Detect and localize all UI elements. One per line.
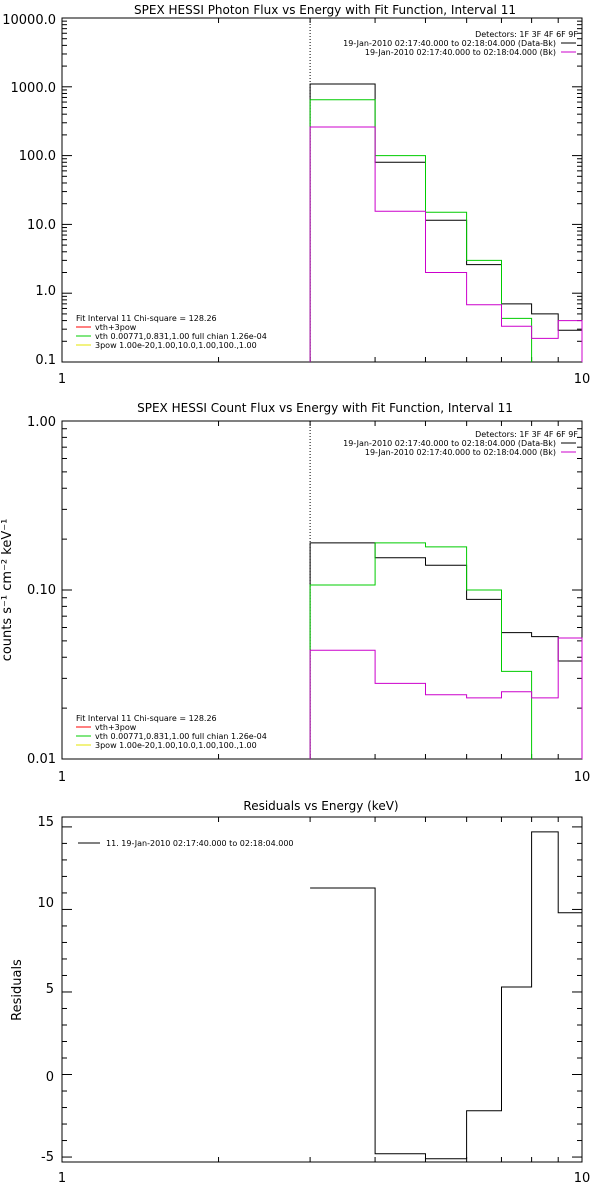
count-flux-series xyxy=(309,542,583,759)
residuals-y-tick-label-4: 15 xyxy=(37,815,54,830)
count-flux-y-tick-label-2: 1.00 xyxy=(27,415,56,430)
residuals-y-tick-label-0: -5 xyxy=(41,1150,54,1165)
photon-flux-y-tick-label-3: 100.0 xyxy=(19,149,56,164)
count-flux-x-tick-label-0: 1 xyxy=(58,770,66,785)
count-flux-legend-0: Fit Interval 11 Chi-square = 128.26 xyxy=(76,714,217,723)
photon-flux-y-tick-label-0: 0.1 xyxy=(35,353,56,368)
photon-flux-legend-1: vth+3pow xyxy=(95,323,137,332)
count-flux-x-tick-label-1: 10 xyxy=(574,770,591,785)
residuals-y-axis-label: Residuals xyxy=(10,959,25,1021)
photon-flux-title: SPEX HESSI Photon Flux vs Energy with Fi… xyxy=(134,3,516,17)
count-flux-panel: SPEX HESSI Count Flux vs Energy with Fit… xyxy=(0,401,590,785)
count-flux-legend-1: vth+3pow xyxy=(95,723,137,732)
photon-flux-y-tick-label-1: 1.0 xyxy=(35,284,56,299)
count-flux-series-2-line xyxy=(309,637,583,759)
residuals-series-0-line xyxy=(310,831,582,1160)
photon-flux-x-tick-label-0: 1 xyxy=(58,372,66,387)
residuals-series xyxy=(310,831,582,1160)
residuals-y-tick-label-2: 5 xyxy=(46,982,54,997)
photon-flux-series xyxy=(309,83,583,362)
residuals-y-tick-label-1: 0 xyxy=(46,1070,54,1085)
residuals-x-ticks xyxy=(61,817,583,1162)
count-flux-series-1-line xyxy=(309,542,533,759)
photon-flux-y-tick-label-5: 10000.0 xyxy=(2,13,56,28)
count-flux-header-data-bk: 19-Jan-2010 02:17:40.000 to 02:18:04.000… xyxy=(343,439,556,448)
count-flux-x-ticks xyxy=(61,421,583,759)
photon-flux-legend-3: 3pow 1.00e-20,1.00,10.0,1.00,100.,1.00 xyxy=(95,341,257,350)
photon-flux-header-data-bk: 19-Jan-2010 02:17:40.000 to 02:18:04.000… xyxy=(343,39,556,48)
count-flux-series-0-line xyxy=(309,542,583,759)
count-flux-legend-3: 3pow 1.00e-20,1.00,10.0,1.00,100.,1.00 xyxy=(95,741,257,750)
count-flux-y-tick-label-1: 0.10 xyxy=(27,583,56,598)
count-flux-plot-frame xyxy=(61,420,583,760)
photon-flux-y-ticks xyxy=(62,17,582,363)
photon-flux-series-2-line xyxy=(309,126,583,362)
photon-flux-legend-2: vth 0.00771,0.831,1.00 full chian 1.26e-… xyxy=(95,332,267,341)
count-flux-header-bk: 19-Jan-2010 02:17:40.000 to 02:18:04.000… xyxy=(365,448,556,457)
photon-flux-series-1-line xyxy=(309,99,533,362)
residuals-y-tick-label-3: 10 xyxy=(37,896,54,911)
count-flux-title: SPEX HESSI Count Flux vs Energy with Fit… xyxy=(137,401,513,415)
count-flux-legend-2: vth 0.00771,0.831,1.00 full chian 1.26e-… xyxy=(95,732,267,741)
residuals-plot-frame xyxy=(61,816,583,1163)
residuals-panel: Residuals vs Energy (keV) -5 0 5 10 15 1… xyxy=(10,799,590,1186)
photon-flux-series-0-line xyxy=(309,83,583,362)
count-flux-y-axis-label: counts s⁻¹ cm⁻² keV⁻¹ xyxy=(0,519,15,662)
photon-flux-y-tick-label-2: 10.0 xyxy=(27,218,56,233)
photon-flux-x-tick-label-1: 10 xyxy=(574,372,591,387)
count-flux-y-tick-label-0: 0.01 xyxy=(27,752,56,767)
photon-flux-y-tick-label-4: 1000.0 xyxy=(11,81,57,96)
residuals-y-ticks xyxy=(62,826,582,1158)
count-flux-y-ticks xyxy=(62,420,582,760)
photon-flux-x-ticks xyxy=(61,18,583,362)
photon-flux-legend-0: Fit Interval 11 Chi-square = 128.26 xyxy=(76,314,217,323)
photon-flux-header-bk: 19-Jan-2010 02:17:40.000 to 02:18:04.000… xyxy=(365,48,556,57)
count-flux-header-detectors: Detectors: 1F 3F 4F 6F 9F xyxy=(475,430,578,439)
photon-flux-header-detectors: Detectors: 1F 3F 4F 6F 9F xyxy=(475,30,578,39)
residuals-legend-label: 11. 19-Jan-2010 02:17:40.000 to 02:18:04… xyxy=(106,839,294,848)
residuals-x-tick-label-0: 1 xyxy=(58,1171,66,1186)
photon-flux-panel: SPEX HESSI Photon Flux vs Energy with Fi… xyxy=(2,3,590,387)
residuals-title: Residuals vs Energy (keV) xyxy=(243,799,398,813)
photon-flux-plot-frame xyxy=(61,17,583,363)
residuals-x-tick-label-1: 10 xyxy=(574,1171,591,1186)
